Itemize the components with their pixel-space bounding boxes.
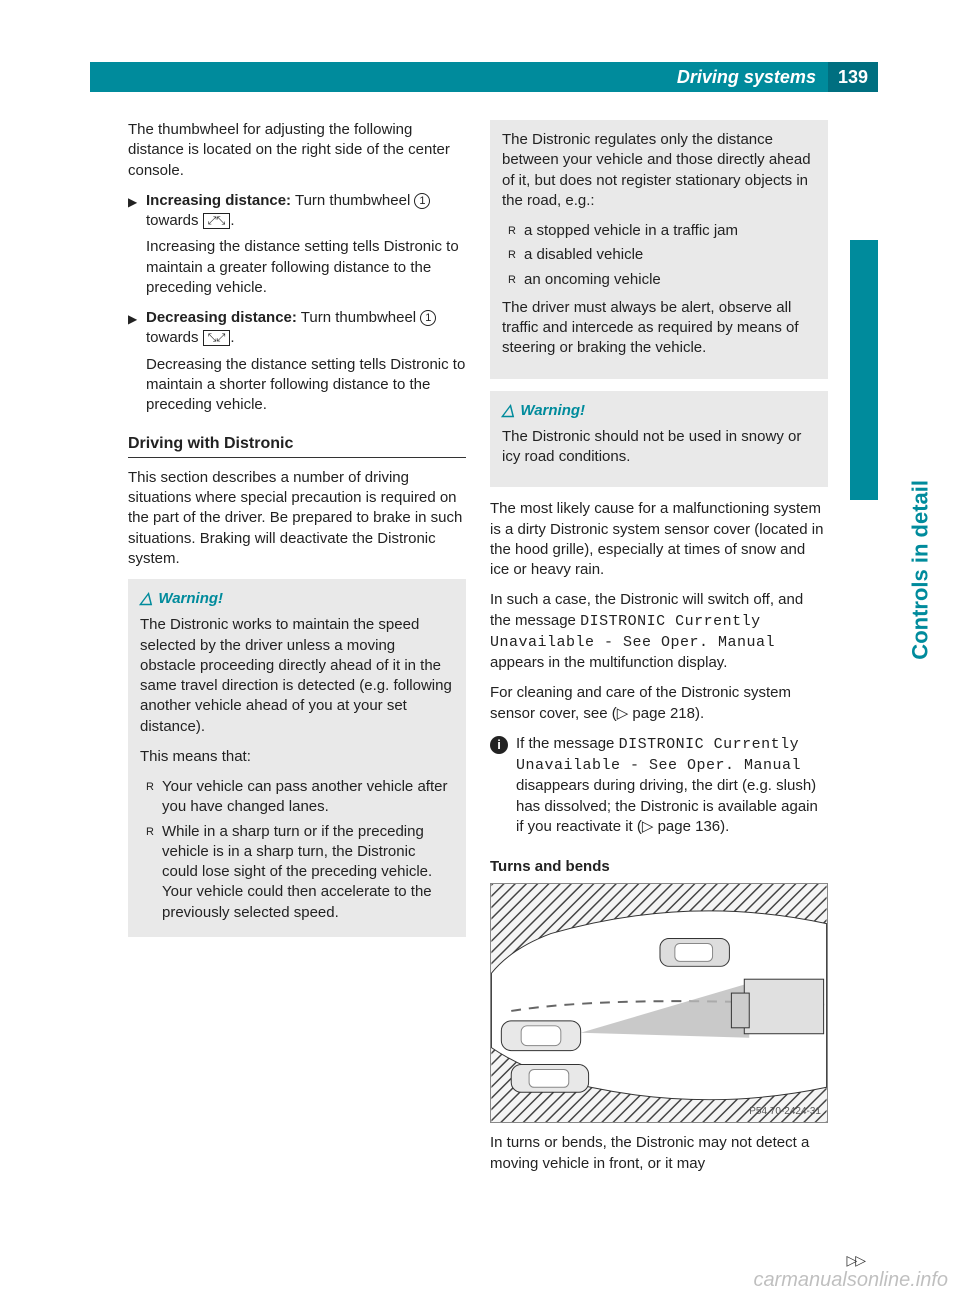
step-towards: towards — [146, 212, 203, 229]
warning-title: Warning! — [520, 401, 585, 421]
step-towards: towards — [146, 329, 203, 346]
info-bullet-1: a stopped vehicle in a traffic jam — [508, 221, 816, 241]
figure-label: P54.70-2424-31 — [749, 1105, 821, 1119]
info-bullet-2: a disabled vehicle — [508, 245, 816, 265]
heading-rule — [128, 457, 466, 458]
warning-header: △ Warning! — [140, 589, 454, 609]
warning-triangle-icon: △ — [140, 591, 152, 607]
warning-title: Warning! — [158, 589, 223, 609]
side-label: Controls in detail — [906, 480, 936, 660]
increase-symbol-icon: ⤢⤡ — [203, 213, 231, 229]
para-1: The most likely cause for a malfunctioni… — [490, 499, 828, 580]
info-text: If the message DISTRONIC Currently Unava… — [516, 734, 828, 837]
step-marker-icon: ▶ — [128, 308, 146, 349]
warning-p1: The Distronic works to maintain the spee… — [140, 615, 454, 737]
header-bar: Driving systems 139 — [90, 62, 878, 92]
left-column: The thumbwheel for adjusting the followi… — [128, 120, 466, 1184]
step-marker-icon: ▶ — [128, 191, 146, 232]
step-decrease: ▶ Decreasing distance: Turn thumbwheel 1… — [128, 308, 466, 349]
page-number: 139 — [828, 62, 878, 92]
warning-box-1: △ Warning! The Distronic works to mainta… — [128, 579, 466, 937]
warning-header: △ Warning! — [502, 401, 816, 421]
step-action: Turn thumbwheel — [291, 192, 414, 209]
info-circle-icon: i — [490, 736, 508, 754]
heading-driving: Driving with Distronic — [128, 433, 466, 455]
step-action: Turn thumbwheel — [297, 309, 420, 326]
driving-para: This section describes a number of drivi… — [128, 468, 466, 569]
subheading-turns: Turns and bends — [490, 857, 828, 877]
info-row: i If the message DISTRONIC Currently Una… — [490, 734, 828, 847]
section-title: Driving systems — [677, 65, 828, 89]
step-label: Increasing distance: — [146, 192, 291, 209]
warning-bullet-1: Your vehicle can pass another vehicle af… — [146, 777, 454, 818]
ref-1-icon: 1 — [420, 310, 436, 326]
watermark: carmanualsonline.info — [753, 1267, 948, 1294]
para-2: In such a case, the Distronic will switc… — [490, 590, 828, 673]
info-p2: The driver must always be alert, observe… — [502, 298, 816, 359]
info-box-top: The Distronic regulates only the distanc… — [490, 120, 828, 379]
figure-turns: P54.70-2424-31 — [490, 883, 828, 1123]
after-figure-text: In turns or bends, the Distronic may not… — [490, 1133, 828, 1174]
warning-p2: This means that: — [140, 747, 454, 767]
info-bullet-3: an oncoming vehicle — [508, 270, 816, 290]
right-column: The Distronic regulates only the distanc… — [490, 120, 828, 1184]
warning-triangle-icon: △ — [502, 403, 514, 419]
info-p1: The Distronic regulates only the distanc… — [502, 130, 816, 211]
step-label: Decreasing distance: — [146, 309, 297, 326]
step-body: Increasing distance: Turn thumbwheel 1 t… — [146, 191, 466, 232]
para-3: For cleaning and care of the Distronic s… — [490, 683, 828, 724]
decrease-desc: Decreasing the distance setting tells Di… — [146, 355, 466, 416]
ref-1-icon: 1 — [414, 193, 430, 209]
step-increase: ▶ Increasing distance: Turn thumbwheel 1… — [128, 191, 466, 232]
turns-diagram-svg — [491, 884, 827, 1122]
side-tab — [850, 240, 878, 500]
increase-desc: Increasing the distance setting tells Di… — [146, 237, 466, 298]
decrease-symbol-icon: ⤡⤢ — [203, 330, 231, 346]
page-content: The thumbwheel for adjusting the followi… — [128, 120, 830, 1184]
step-body: Decreasing distance: Turn thumbwheel 1 t… — [146, 308, 466, 349]
warning-bullet-2: While in a sharp turn or if the precedin… — [146, 822, 454, 923]
warning-box-2: △ Warning! The Distronic should not be u… — [490, 391, 828, 488]
intro-text: The thumbwheel for adjusting the followi… — [128, 120, 466, 181]
warning-body: The Distronic should not be used in snow… — [502, 427, 816, 468]
